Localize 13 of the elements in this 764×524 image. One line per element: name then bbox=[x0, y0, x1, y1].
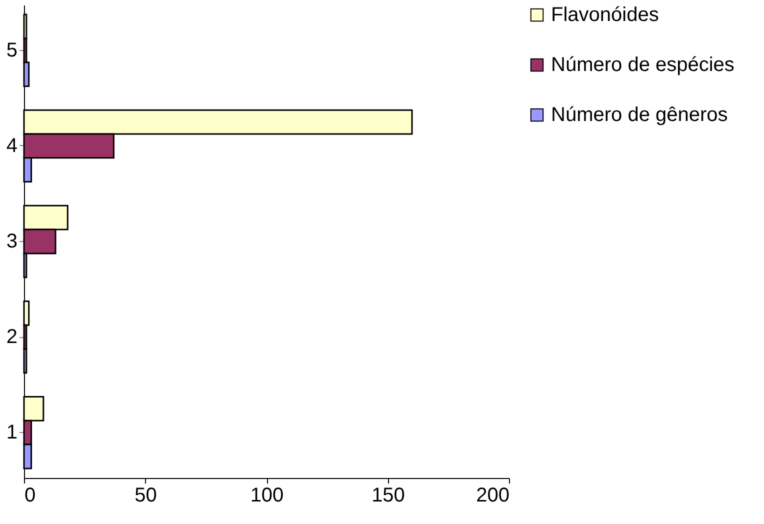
y-tick-label: 5 bbox=[6, 39, 18, 62]
y-tick-label: 1 bbox=[6, 422, 18, 444]
x-tick-label: 100 bbox=[250, 484, 284, 506]
x-tick-label: 50 bbox=[134, 484, 157, 506]
y-tick-label: 2 bbox=[6, 326, 18, 348]
x-tick-label: 200 bbox=[476, 484, 510, 506]
legend-label: Número de gêneros bbox=[551, 104, 728, 126]
x-tick-label: 150 bbox=[372, 484, 405, 506]
legend-label: Número de espécies bbox=[551, 54, 734, 76]
y-tick-label: 3 bbox=[6, 230, 18, 252]
legend-label: Flavonóides bbox=[551, 4, 659, 26]
y-tick-label: 4 bbox=[6, 134, 18, 157]
x-tick-label: 0 bbox=[24, 484, 36, 506]
